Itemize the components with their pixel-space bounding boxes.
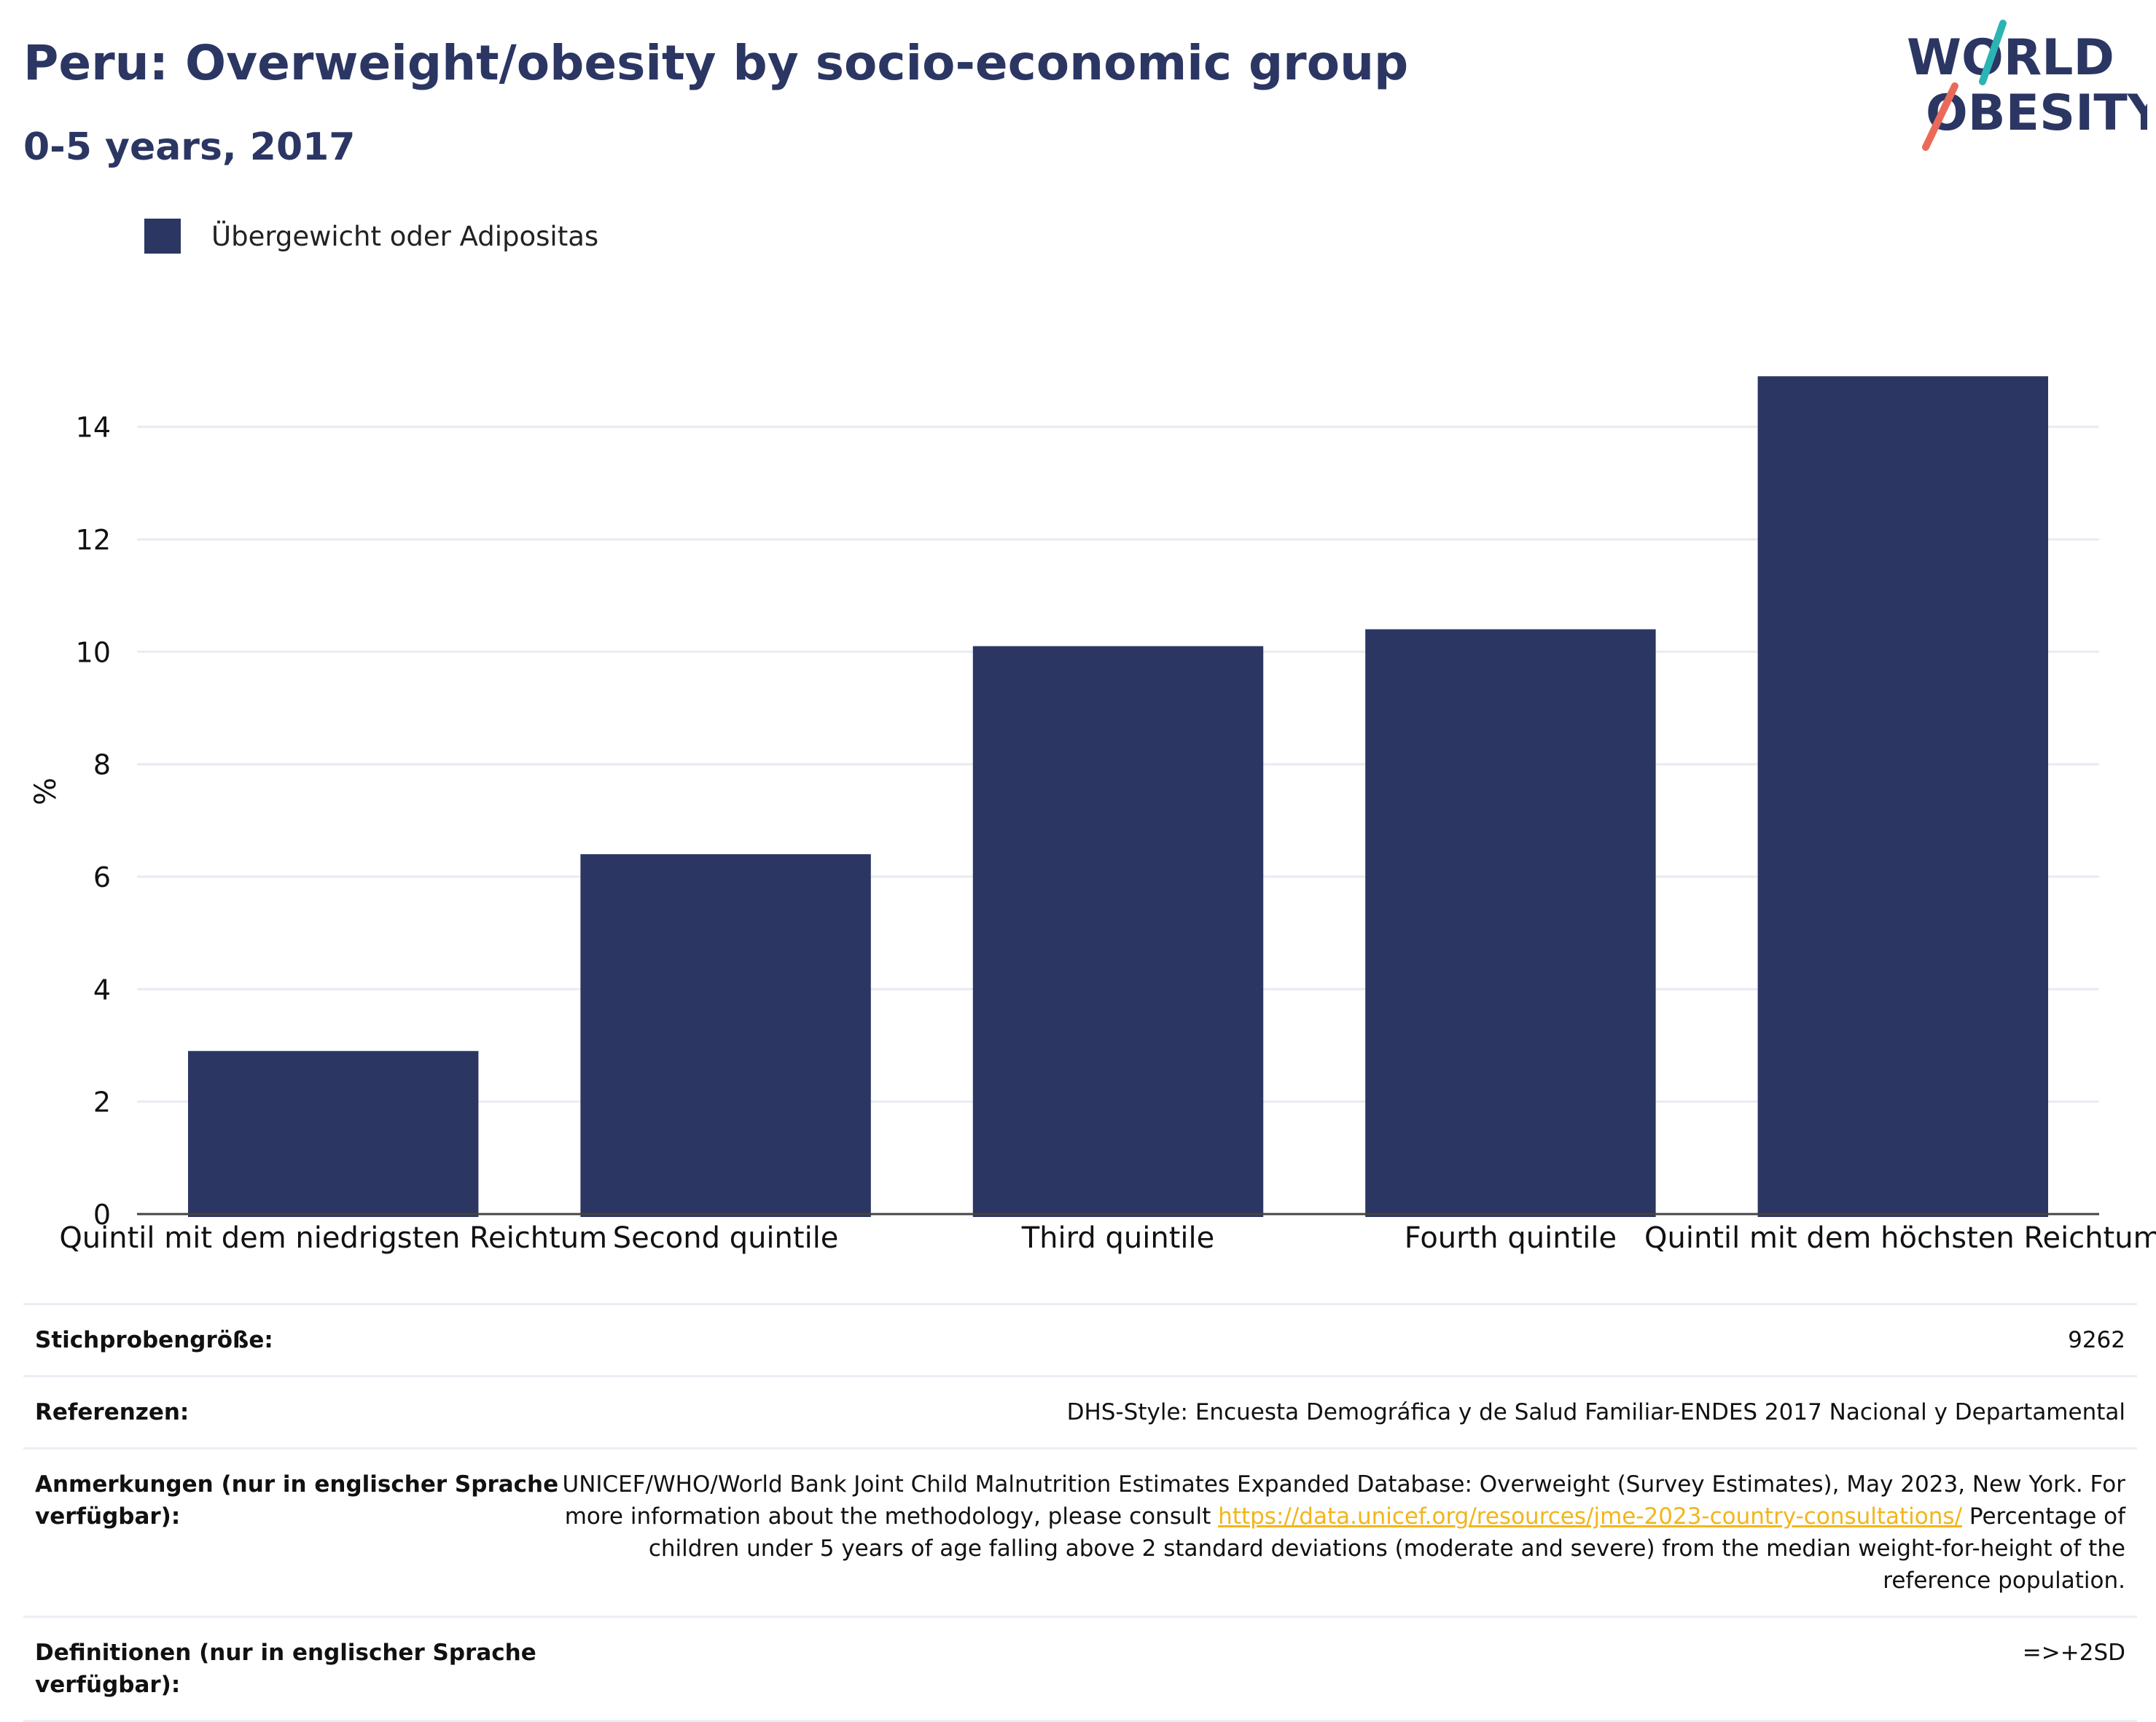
- bar-chart: 0 2 4 6 8 10 12 14 Quintil mit dem niedrigsten R…: [29, 376, 2156, 1255]
- references-label: Referenzen:: [35, 1399, 190, 1425]
- x-tick-label: Second quintile: [613, 1221, 839, 1255]
- info-row-definitions: Definitionen (nur in englischer Sprache …: [23, 1616, 2137, 1722]
- notes-text-before: UNICEF/WHO/World Bank Joint Child Malnut…: [562, 1471, 2126, 1530]
- y-tick-label: 0: [93, 1199, 111, 1231]
- world-obesity-logo: WORLD OBESITY: [1907, 20, 2147, 151]
- sample-size-value: 9262: [2068, 1327, 2125, 1353]
- bar[interactable]: [1365, 629, 1656, 1217]
- legend-swatch: [144, 219, 181, 254]
- chart-subtitle: 0-5 years, 2017: [23, 125, 356, 169]
- definitions-value: =>+2SD: [2022, 1640, 2125, 1666]
- y-axis-label: %: [29, 778, 63, 805]
- info-row-notes: Anmerkungen (nur in englischer Sprache v…: [23, 1447, 2137, 1616]
- legend[interactable]: Übergewicht oder Adipositas: [144, 219, 598, 254]
- notes-value: UNICEF/WHO/World Bank Joint Child Malnut…: [560, 1468, 2126, 1597]
- logo-word-world: WORLD: [1907, 29, 2114, 87]
- y-tick-label: 12: [76, 524, 111, 556]
- logo-slash-teal: [1979, 20, 2007, 85]
- notes-label: Anmerkungen (nur in englischer Sprache v…: [35, 1471, 559, 1530]
- sample-size-label: Stichprobengröße:: [35, 1327, 273, 1353]
- info-table: Stichprobengröße: 9262 Referenzen: DHS-S…: [23, 1303, 2137, 1722]
- bars: [187, 376, 2049, 1217]
- axes: 0 2 4 6 8 10 12 14 Quintil mit dem niedrigsten R…: [59, 412, 2156, 1255]
- bar[interactable]: [972, 646, 1264, 1217]
- y-tick-label: 6: [93, 861, 111, 893]
- y-tick-label: 2: [93, 1087, 111, 1119]
- y-tick-label: 10: [76, 636, 111, 668]
- definitions-label: Definitionen (nur in englischer Sprache …: [35, 1640, 536, 1698]
- y-tick-label: 14: [76, 412, 111, 444]
- y-tick-label: 8: [93, 749, 111, 781]
- logo-word-obesity: OBESITY: [1926, 85, 2147, 142]
- x-tick-label: Quintil mit dem höchsten Reichtum: [1644, 1221, 2156, 1255]
- info-row-sample-size: Stichprobengröße: 9262: [23, 1303, 2137, 1375]
- info-row-references: Referenzen: DHS-Style: Encuesta Demográf…: [23, 1375, 2137, 1447]
- bar[interactable]: [1757, 376, 2049, 1217]
- legend-label: Übergewicht oder Adipositas: [211, 220, 599, 252]
- logo-slash-coral: [1922, 82, 1958, 151]
- x-tick-label: Quintil mit dem niedrigsten Reichtum: [59, 1221, 607, 1255]
- x-tick-label: Third quintile: [1021, 1221, 1214, 1255]
- chart-title: Peru: Overweight/obesity by socio-econom…: [23, 35, 1409, 91]
- notes-link[interactable]: https://data.unicef.org/resources/jme-20…: [1218, 1503, 1963, 1530]
- y-tick-label: 4: [93, 974, 111, 1006]
- notes-text-after: Percentage of children under 5 years of …: [648, 1503, 2125, 1594]
- references-value: DHS-Style: Encuesta Demográfica y de Sal…: [1066, 1399, 2125, 1425]
- bar[interactable]: [580, 854, 871, 1217]
- x-tick-label: Fourth quintile: [1405, 1221, 1617, 1255]
- bar[interactable]: [187, 1051, 479, 1217]
